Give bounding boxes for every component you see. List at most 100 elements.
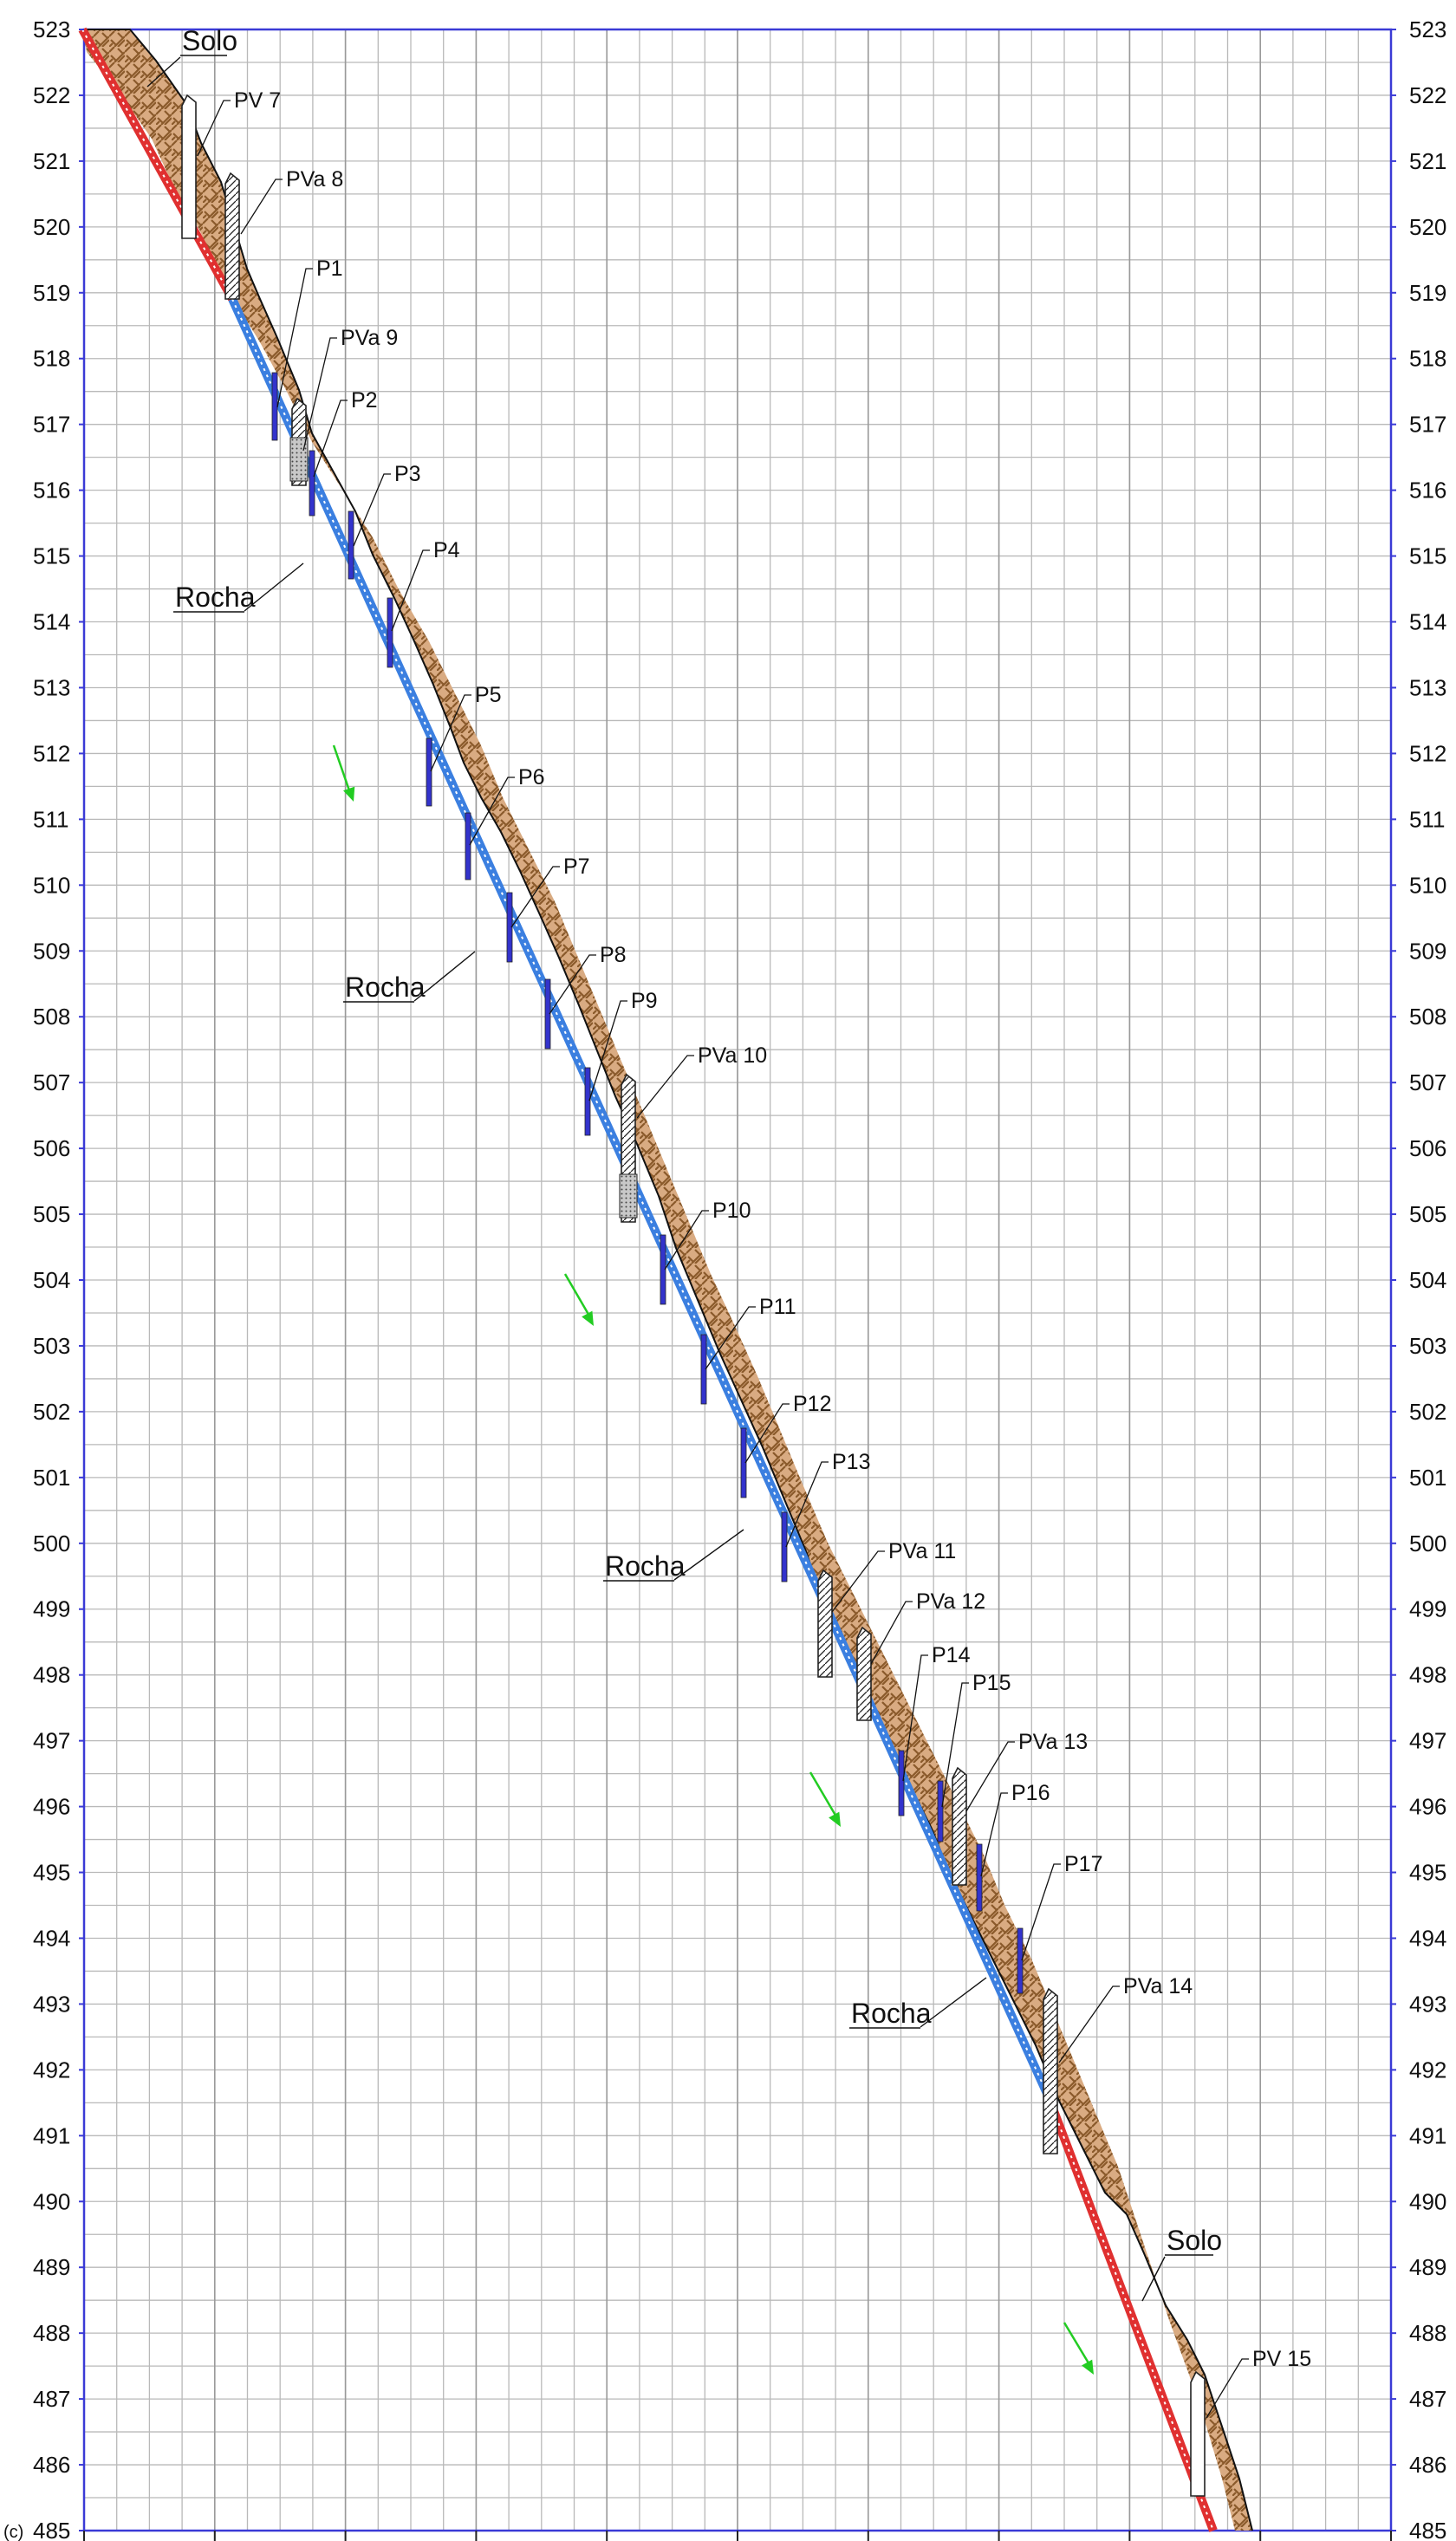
support-label-p4: P4 xyxy=(433,538,460,562)
elevation-label-right: 499 xyxy=(1409,1596,1446,1622)
elevation-label-right: 515 xyxy=(1409,543,1446,569)
support-label-pva-13: PVa 13 xyxy=(1018,1730,1088,1754)
pier-p15 xyxy=(937,1780,944,1842)
zone-label-rocha: Rocha xyxy=(851,1998,932,2029)
elevation-label-right: 492 xyxy=(1409,2057,1446,2083)
support-label-p11: P11 xyxy=(759,1295,796,1319)
leader-p4 xyxy=(391,549,430,632)
flow-arrow-shaft xyxy=(563,1273,592,1318)
elevation-label-right: 508 xyxy=(1409,1004,1446,1030)
elevation-label-right: 493 xyxy=(1409,1991,1446,2017)
elevation-label-left: 520 xyxy=(33,214,70,240)
leader-p15 xyxy=(941,1682,969,1808)
penstock-exposed xyxy=(228,296,1053,2100)
elevation-label-right: 512 xyxy=(1409,740,1446,766)
leader-p16 xyxy=(980,1792,1008,1877)
ground-surface-line xyxy=(82,29,1253,2531)
support-label-p1: P1 xyxy=(316,257,343,281)
pier-p2 xyxy=(309,450,315,517)
anchor-base-pva-10 xyxy=(619,1173,638,1219)
elevation-label-right: 513 xyxy=(1409,674,1446,700)
elevation-label-right: 514 xyxy=(1409,609,1446,635)
support-label-pva-14: PVa 14 xyxy=(1123,1974,1193,1998)
zone-label-rocha: Rocha xyxy=(345,972,426,1003)
elevation-label-left: 523 xyxy=(33,16,70,42)
pier-p3 xyxy=(348,510,354,580)
elevation-label-left: 495 xyxy=(33,1860,70,1886)
leader-pv-15 xyxy=(1206,2358,1249,2419)
leader-p17 xyxy=(1021,1863,1061,1961)
support-label-pv-15: PV 15 xyxy=(1252,2347,1311,2371)
support-label-pv-7: PV 7 xyxy=(234,88,281,113)
elevation-label-left: 488 xyxy=(33,2320,70,2346)
elevation-label-right: 523 xyxy=(1409,16,1446,42)
leader-pva-11 xyxy=(831,1550,885,1613)
zone-label-rocha: Rocha xyxy=(605,1550,686,1582)
leader-p7 xyxy=(510,866,560,928)
support-label-p14: P14 xyxy=(932,1643,971,1667)
penstock xyxy=(78,27,1218,2532)
anchor-block-pva-13 xyxy=(952,1766,967,1886)
support-label-pva-11: PVa 11 xyxy=(888,1539,956,1563)
zone-label-solo: Solo xyxy=(1167,2225,1222,2256)
leader-p6 xyxy=(469,777,515,846)
support-label-pva-10: PVa 10 xyxy=(698,1043,767,1068)
anchor-block-pva-8 xyxy=(224,172,240,300)
elevation-label-right: 519 xyxy=(1409,280,1446,306)
elevation-label-right: 507 xyxy=(1409,1069,1446,1095)
zone-leader xyxy=(1141,2256,1166,2302)
flow-arrow-head xyxy=(582,1310,594,1326)
elevation-label-left: 493 xyxy=(33,1991,70,2017)
elevation-label-right: 505 xyxy=(1409,1201,1446,1227)
elevation-label-left: 511 xyxy=(33,806,68,832)
pier-p11 xyxy=(700,1334,707,1405)
leader-p8 xyxy=(549,954,596,1015)
pier-p16 xyxy=(976,1843,983,1912)
support-label-pva-8: PVa 8 xyxy=(286,167,343,192)
elevation-label-left: 505 xyxy=(33,1201,70,1227)
pier-p17 xyxy=(1017,1927,1024,1994)
elevation-label-right: 521 xyxy=(1409,148,1446,174)
elevation-label-right: 504 xyxy=(1409,1267,1446,1293)
pier-p1 xyxy=(271,372,278,441)
leader-pva-14 xyxy=(1058,1985,1120,2063)
elevation-label-left: 502 xyxy=(33,1399,70,1425)
elevation-label-right: 516 xyxy=(1409,478,1446,504)
zone-leader xyxy=(413,951,476,1002)
elevation-label-left: 513 xyxy=(33,674,70,700)
elevation-label-right: 510 xyxy=(1409,872,1446,898)
elevation-label-left: 519 xyxy=(33,280,70,306)
elevation-label-left: 490 xyxy=(33,2188,70,2214)
leader-p14 xyxy=(902,1654,928,1782)
leader-p12 xyxy=(744,1403,790,1464)
anchor-block-pv-15 xyxy=(1190,2370,1206,2497)
leader-lines xyxy=(197,100,1249,2419)
pier-p6 xyxy=(465,812,471,881)
elevation-label-left: 515 xyxy=(33,543,70,569)
pier-p7 xyxy=(506,892,513,963)
support-label-p2: P2 xyxy=(351,388,378,413)
elevation-label-right: 488 xyxy=(1409,2320,1446,2346)
leader-p9 xyxy=(588,1000,627,1102)
elevation-label-left: 517 xyxy=(33,412,70,438)
elevation-label-right: 489 xyxy=(1409,2254,1446,2280)
elevation-label-left: 486 xyxy=(33,2452,70,2478)
elevation-label-left: 500 xyxy=(33,1530,70,1556)
elevation-label-left: 496 xyxy=(33,1794,70,1820)
terrain xyxy=(82,29,1253,2531)
support-label-p7: P7 xyxy=(563,855,590,879)
zone-leader xyxy=(920,1977,987,2028)
penstock-buried-lower-hatch xyxy=(1048,2096,1214,2531)
elevation-label-right: 506 xyxy=(1409,1135,1446,1161)
elevation-label-left: 508 xyxy=(33,1004,70,1030)
support-label-p3: P3 xyxy=(394,462,421,486)
leader-p11 xyxy=(705,1306,756,1370)
flow-arrow-head xyxy=(829,1811,841,1827)
elevation-label-right: 485 xyxy=(1409,2518,1446,2541)
elevation-label-left: 491 xyxy=(33,2122,70,2148)
flow-arrow-head xyxy=(1082,2359,1094,2375)
pier-p9 xyxy=(584,1067,591,1136)
support-label-pva-9: PVa 9 xyxy=(341,326,398,350)
elevation-label-left: 521 xyxy=(33,148,70,174)
